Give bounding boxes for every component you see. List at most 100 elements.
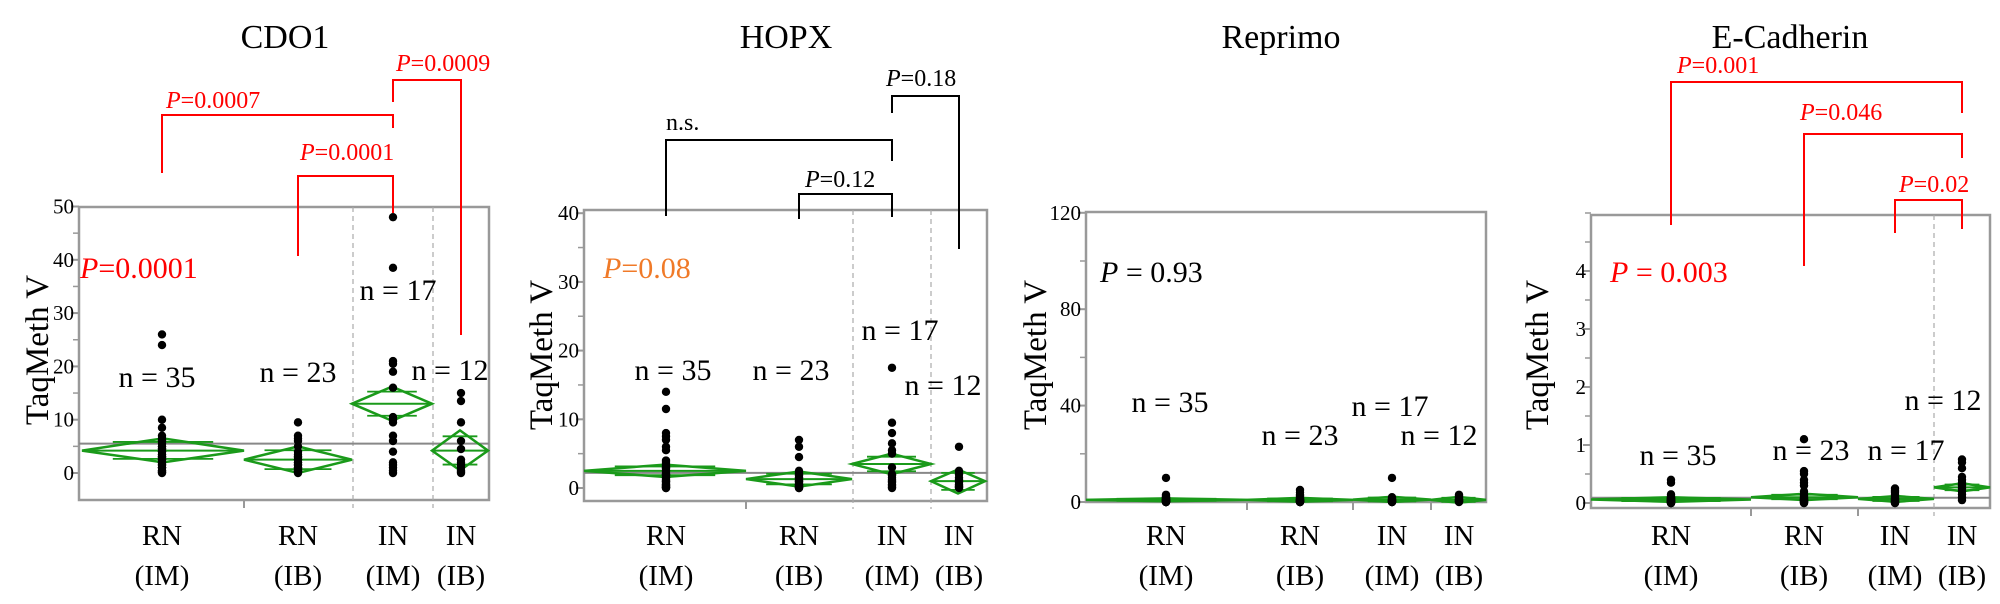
x-tick-label: (IM): [1365, 560, 1420, 592]
data-point: [887, 463, 897, 472]
y-tick-label: 10: [53, 408, 74, 432]
group-3: [927, 442, 989, 495]
y-tick-label: 3: [1576, 317, 1587, 341]
data-point: [456, 418, 466, 427]
group-2: [1352, 473, 1432, 507]
data-point: [661, 435, 671, 445]
n-label: n = 23: [260, 356, 337, 389]
data-point: [794, 483, 804, 493]
group-2: [348, 212, 436, 478]
x-tick-label: RN: [1146, 520, 1186, 552]
data-point: [456, 468, 466, 478]
n-label: n = 35: [119, 361, 196, 394]
group-1: [1246, 485, 1354, 507]
p-value-text: = 0.93: [1118, 256, 1202, 289]
data-point: [388, 383, 398, 392]
group-3: [429, 388, 491, 478]
comparison-bracket: [1670, 81, 1963, 225]
x-tick-label: (IB): [1276, 560, 1324, 592]
data-point: [388, 212, 398, 222]
panel-reprimo: Reprimo 0 40 80 120 TaqMeth V RN (IM) n = 35 RN (I…: [1018, 19, 1488, 592]
comparison-bracket: [1894, 199, 1963, 233]
data-point: [887, 449, 897, 458]
plot-frame: [582, 208, 989, 503]
data-point: [794, 452, 804, 462]
y-tick-label: 40: [558, 201, 579, 225]
n-label: n = 17: [1352, 390, 1429, 423]
data-point: [388, 468, 398, 478]
p-symbol: P: [602, 252, 621, 285]
data-point: [661, 446, 671, 455]
group-1: [243, 418, 353, 478]
x-tick-label: IN: [446, 520, 477, 552]
n-label: n = 35: [635, 354, 712, 387]
data-point: [157, 340, 167, 350]
comparison-p-value: P=0.001: [1676, 53, 1759, 79]
n-label: n = 23: [1262, 419, 1339, 452]
p-value-text: = 0.003: [1628, 256, 1727, 289]
data-point: [388, 447, 398, 456]
x-tick-label: IN: [877, 520, 908, 552]
data-point: [887, 428, 897, 438]
group-1: [745, 435, 853, 493]
data-point: [1799, 435, 1809, 444]
p-value-text: =0.0007: [181, 88, 261, 114]
x-tick-label: RN: [1784, 520, 1824, 552]
p-value-text: =0.0001: [315, 140, 395, 166]
p-symbol: P: [1898, 172, 1914, 198]
group-3: [1933, 455, 1991, 505]
group-2: [847, 363, 936, 493]
p-symbol: P: [299, 140, 315, 166]
x-tick-label: (IM): [639, 560, 694, 592]
comparison-bracket: [665, 139, 893, 216]
data-point: [1387, 497, 1397, 507]
x-tick-label: RN: [779, 520, 819, 552]
y-tick-label: 0: [1071, 490, 1082, 514]
n-label: n = 35: [1132, 386, 1209, 419]
x-tick-label: (IB): [1938, 560, 1986, 592]
data-point: [1957, 464, 1967, 473]
comparison-p-value: P=0.12: [804, 167, 875, 193]
n-label: n = 12: [1401, 419, 1478, 452]
panel-cdo1: CDO1 0 10 20 30 40 50 TaqMeth V RN (IM) n = 35 RN (I…: [20, 19, 491, 592]
x-tick-label: RN: [278, 520, 318, 552]
x-tick-label: IN: [1880, 520, 1911, 552]
x-tick-label: IN: [378, 520, 409, 552]
group-0: [1085, 473, 1248, 507]
x-tick-label: RN: [1280, 520, 1320, 552]
y-tick-label: 30: [53, 301, 74, 325]
data-point: [157, 423, 167, 432]
x-tick-label: (IM): [1868, 560, 1923, 592]
group-0: [81, 330, 245, 478]
comparison-p-value: n.s.: [666, 110, 699, 136]
data-point: [1799, 498, 1809, 508]
data-point: [388, 418, 398, 427]
y-tick-label: 40: [53, 248, 74, 272]
comparison-bracket: [891, 95, 960, 249]
x-tick-label: (IB): [1435, 560, 1483, 592]
group-0: [583, 387, 747, 493]
comparison-p-value: P=0.0007: [165, 88, 260, 114]
comparison-bracket: [798, 193, 893, 219]
data-point: [157, 330, 167, 339]
plot-frame: [1589, 213, 1992, 510]
p-symbol: P: [1099, 256, 1118, 289]
comparison-p-value: P=0.0001: [299, 140, 394, 166]
p-symbol: P: [1609, 256, 1628, 289]
panel-e-cadherin: E-Cadherin 0 1 2 3 4 TaqMeth V RN (IM) n = 35 RN (I…: [1520, 19, 1992, 592]
n-label: n = 23: [753, 354, 830, 387]
x-tick-label: (IM): [865, 560, 920, 592]
group-0: [1590, 475, 1752, 508]
y-tick-label: 20: [558, 339, 579, 363]
y-tick-label: 40: [1060, 394, 1081, 418]
x-tick-label: RN: [142, 520, 182, 552]
overall-p-value: P = 0.003: [1609, 256, 1728, 289]
p-value-text: =0.18: [901, 66, 957, 92]
n-label: n = 17: [360, 274, 437, 307]
data-point: [456, 444, 466, 454]
group-3: [1430, 490, 1487, 507]
x-tick-label: RN: [1651, 520, 1691, 552]
n-label: n = 23: [1773, 434, 1850, 467]
panel-hopx: HOPX 0 10 20 30 40 TaqMeth V RN (IM) n = 35 RN (IB)…: [524, 19, 989, 592]
